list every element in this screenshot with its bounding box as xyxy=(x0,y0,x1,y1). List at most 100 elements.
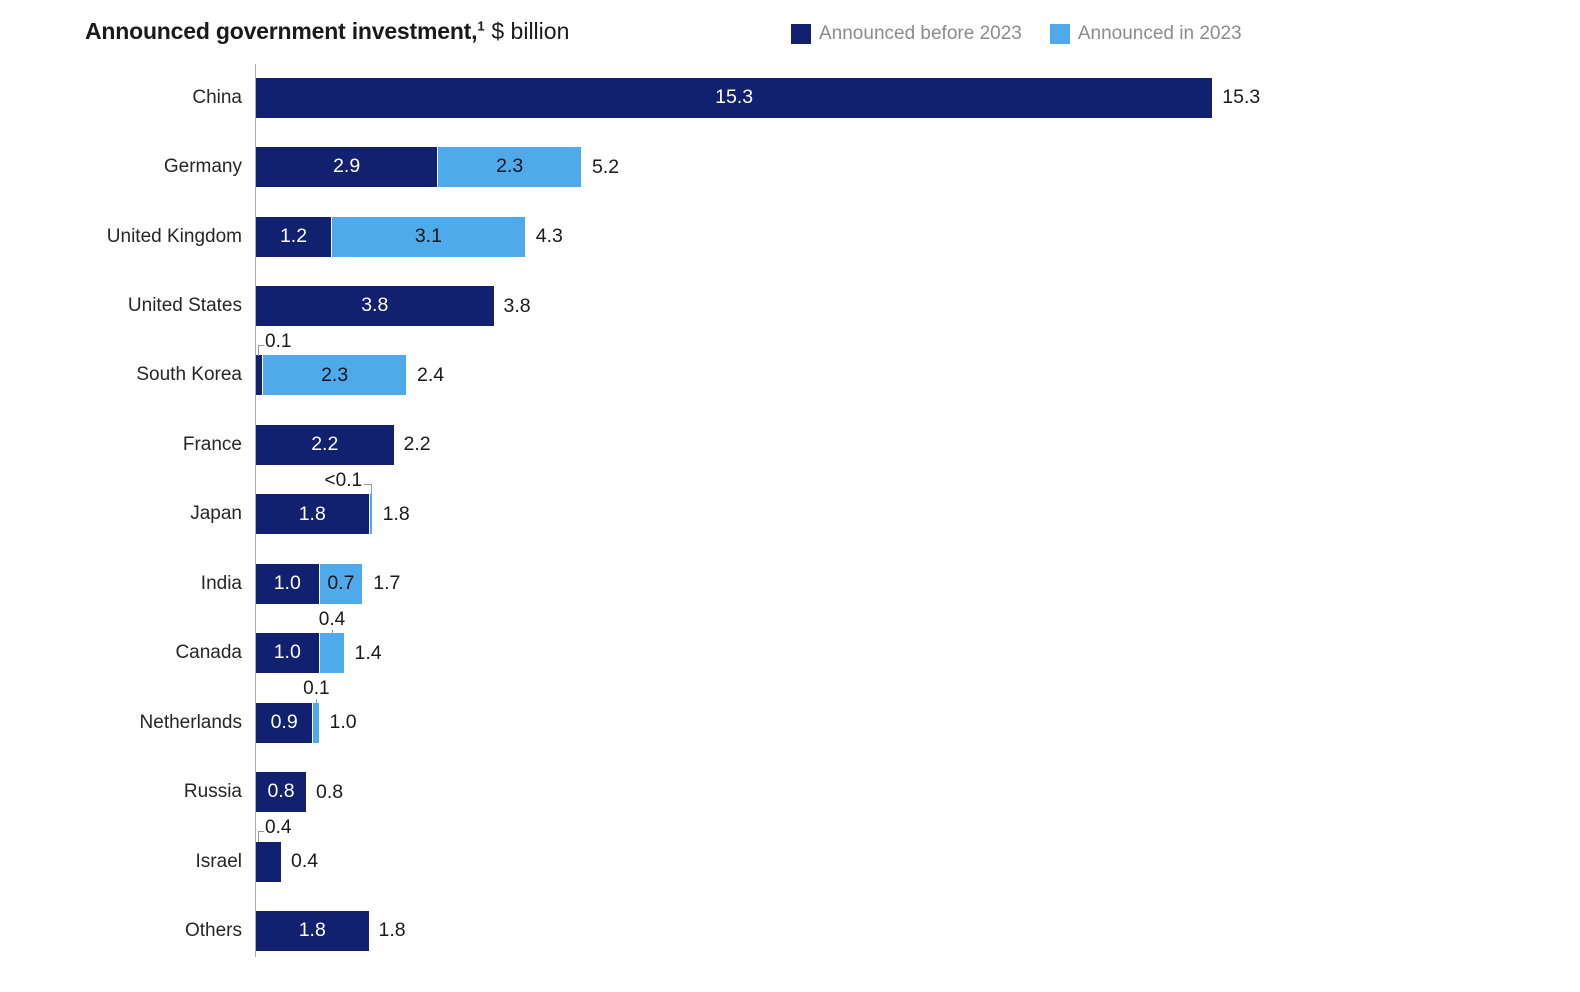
chart-title-main: Announced government investment,1 xyxy=(85,18,485,44)
callout-label: 0.4 xyxy=(265,816,292,838)
bar-segment-before: 15.3 xyxy=(256,77,1213,118)
callout-line xyxy=(371,483,373,495)
bar: 0.8 xyxy=(256,772,306,813)
bar-segment-before: 2.9 xyxy=(256,147,438,188)
segment-value-label: 1.0 xyxy=(273,641,301,664)
category-label: Others xyxy=(184,919,242,941)
chart-row: Netherlands 0.9 1.0 0.1 xyxy=(0,678,1580,757)
category-label: Russia xyxy=(183,781,242,803)
footnote-marker: 1 xyxy=(477,18,485,34)
bar-zone: 2.3 2.4 0.1 xyxy=(256,331,1580,410)
bar: 2.3 xyxy=(256,355,406,396)
chart-row: Others 1.8 1.8 xyxy=(0,896,1580,965)
segment-value-label: 2.3 xyxy=(496,155,524,178)
callout-line xyxy=(316,698,318,703)
callout-label: 0.1 xyxy=(265,330,292,352)
chart-row: Russia 0.8 0.8 xyxy=(0,757,1580,826)
category-label: South Korea xyxy=(136,364,242,386)
bar: 1.2 3.1 xyxy=(256,216,525,257)
callout-line xyxy=(332,629,333,634)
bar: 3.8 xyxy=(256,286,494,326)
total-value-label: 2.4 xyxy=(417,363,445,386)
callout-line xyxy=(258,830,259,842)
chart-row: Israel 0.4 0.4 xyxy=(0,817,1580,896)
chart-row: France 2.2 2.2 xyxy=(0,410,1580,479)
bar-segment-before: 0.8 xyxy=(256,772,306,813)
bar-segment-before xyxy=(256,841,281,882)
bar: 1.0 0.7 xyxy=(256,563,363,604)
total-value-label: 1.7 xyxy=(373,572,401,595)
category-label: Canada xyxy=(175,642,242,664)
segment-value-label: 1.8 xyxy=(298,502,326,525)
category-label: United States xyxy=(127,295,242,317)
bar-zone: 1.8 1.8 xyxy=(256,896,1580,965)
bar-chart: China 15.3 15.3 Germany 2.9 2.3 5.2 United King… xyxy=(0,63,1580,966)
callout-line xyxy=(258,830,264,832)
segment-value-label: 0.7 xyxy=(327,572,355,594)
chart-rows: China 15.3 15.3 Germany 2.9 2.3 5.2 United King… xyxy=(0,63,1580,966)
legend-swatch-before-2023-icon xyxy=(791,24,811,44)
legend-label: Announced in 2023 xyxy=(1077,23,1242,44)
total-value-label: 2.2 xyxy=(403,433,431,456)
chart-title-unit: $ billion xyxy=(491,18,570,44)
callout-label: 0.1 xyxy=(303,677,330,699)
bar-segment-in2023 xyxy=(312,702,319,743)
total-value-label: 4.3 xyxy=(535,225,563,248)
category-label: Israel xyxy=(195,850,242,872)
total-value-label: 15.3 xyxy=(1222,86,1261,109)
segment-value-label: 0.8 xyxy=(267,780,295,803)
total-value-label: 3.8 xyxy=(503,294,531,317)
bar-segment-before: 2.2 xyxy=(256,424,394,465)
bar-segment-in2023: 2.3 xyxy=(262,355,406,396)
segment-value-label: 2.3 xyxy=(321,363,349,386)
bar-zone: 3.8 3.8 xyxy=(256,271,1580,340)
bar-zone: 1.0 1.4 0.4 xyxy=(256,609,1580,688)
segment-value-label: 15.3 xyxy=(715,85,754,108)
segment-value-label: 2.9 xyxy=(333,155,361,178)
bar-zone: 0.9 1.0 0.1 xyxy=(256,678,1580,757)
bar xyxy=(256,841,281,882)
bar: 0.9 xyxy=(256,702,319,743)
legend-label: Announced before 2023 xyxy=(819,23,1022,44)
segment-value-label: 3.1 xyxy=(414,224,442,247)
chart-row: Canada 1.0 1.4 0.4 xyxy=(0,609,1580,688)
category-label: Netherlands xyxy=(139,711,242,733)
bar-zone: 0.4 0.4 xyxy=(256,817,1580,896)
callout-label: <0.1 xyxy=(324,469,363,491)
callout-label: 0.4 xyxy=(318,608,346,630)
bar-segment-in2023 xyxy=(368,494,372,535)
total-value-label: 1.4 xyxy=(354,641,382,664)
bar-segment-before: 3.8 xyxy=(256,286,494,326)
bar-segment-before: 1.2 xyxy=(256,216,331,257)
bar: 1.8 xyxy=(256,494,372,535)
bar-segment-before: 1.8 xyxy=(256,910,369,951)
bar-segment-before xyxy=(256,355,263,396)
bar-segment-before: 1.8 xyxy=(256,494,369,535)
category-label: India xyxy=(200,572,242,594)
total-value-label: 1.8 xyxy=(378,919,406,942)
legend: Announced before 2023 Announced in 2023 xyxy=(791,24,1242,44)
chart-row: United Kingdom 1.2 3.1 4.3 xyxy=(0,202,1580,271)
bar: 2.2 xyxy=(256,424,394,465)
chart-row: United States 3.8 3.8 xyxy=(0,271,1580,340)
category-label: Japan xyxy=(190,503,242,525)
bar-segment-before: 0.9 xyxy=(256,702,313,743)
total-value-label: 5.2 xyxy=(592,155,620,178)
bar-zone: 1.8 1.8 <0.1 xyxy=(256,470,1580,549)
bar: 1.8 xyxy=(256,910,369,951)
bar-segment-before: 1.0 xyxy=(256,563,319,604)
chart-row: China 15.3 15.3 xyxy=(0,63,1580,132)
chart-row: India 1.0 0.7 1.7 xyxy=(0,549,1580,618)
bar-zone: 0.8 0.8 xyxy=(256,757,1580,826)
legend-item-before-2023: Announced before 2023 xyxy=(791,24,1022,44)
callout-line xyxy=(258,344,264,346)
callout-line xyxy=(258,344,259,356)
bar: 15.3 xyxy=(256,77,1213,118)
total-value-label: 1.8 xyxy=(382,502,410,525)
bar-zone: 2.9 2.3 5.2 xyxy=(256,132,1580,201)
total-value-label: 0.8 xyxy=(316,780,344,803)
segment-value-label: 3.8 xyxy=(361,294,389,317)
segment-value-label: 1.8 xyxy=(298,919,326,942)
chart-row: Germany 2.9 2.3 5.2 xyxy=(0,132,1580,201)
bar-segment-in2023: 3.1 xyxy=(331,216,525,257)
